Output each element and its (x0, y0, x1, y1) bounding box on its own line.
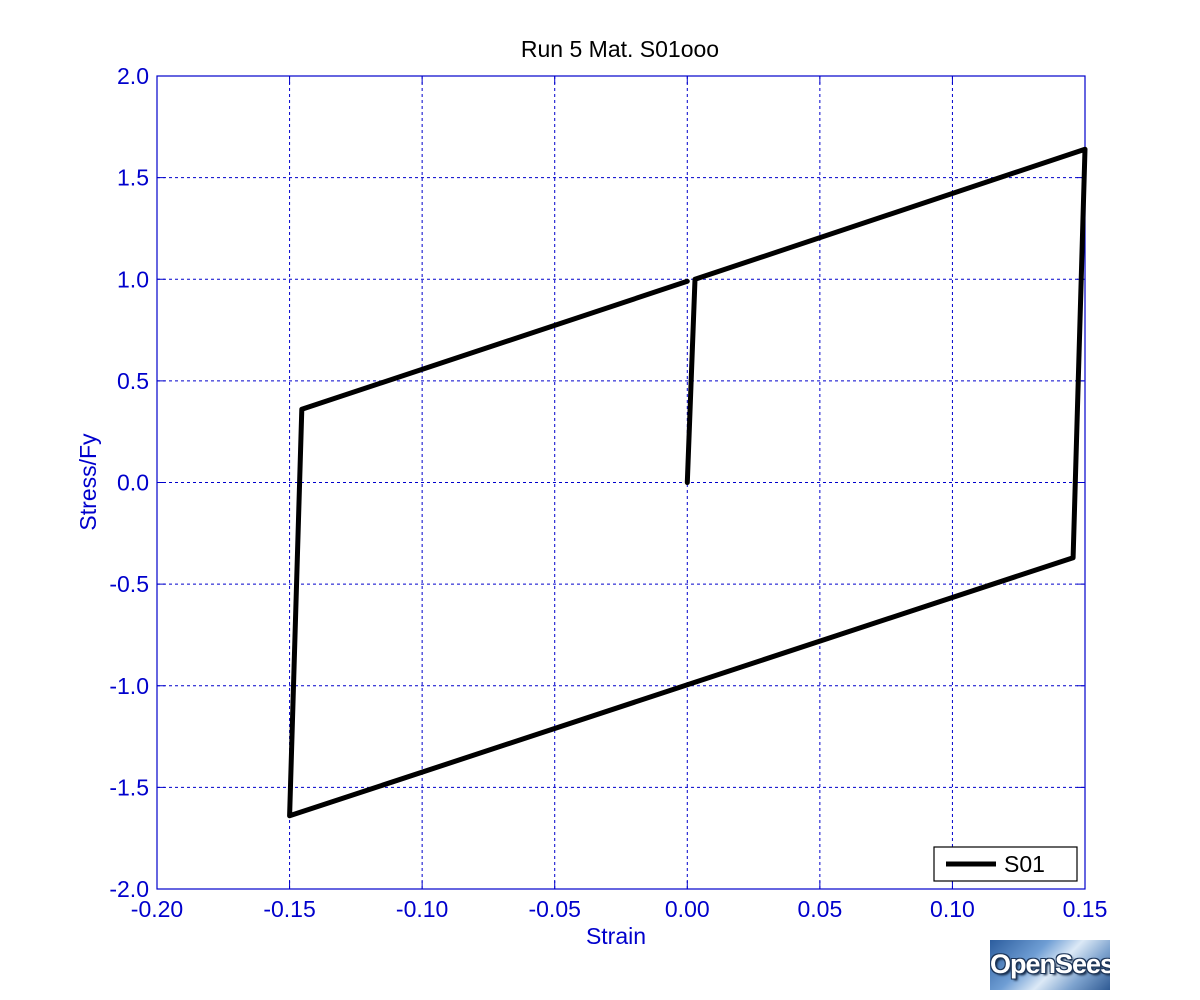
y-tick-label: -1.5 (109, 774, 149, 800)
x-tick-label: -0.20 (131, 896, 183, 922)
grid (157, 76, 1085, 889)
series-layer (287, 146, 1088, 819)
y-tick-label: 1.0 (117, 266, 149, 292)
chart-title: Run 5 Mat. S01ooo (521, 36, 719, 62)
y-tick-label: 0.5 (117, 368, 149, 394)
y-tick-label: -0.5 (109, 571, 149, 597)
y-tick-label: 0.0 (117, 470, 149, 496)
x-tick-label: 0.00 (665, 896, 710, 922)
x-tick-label: -0.15 (263, 896, 315, 922)
y-tick-label: -1.0 (109, 673, 149, 699)
legend: S01 (933, 846, 1078, 882)
legend-entry: S01 (1004, 851, 1045, 877)
y-axis-label: Stress/Fy (75, 433, 101, 531)
series-line-s01 (287, 146, 1088, 819)
logo-text: OpenSees (990, 949, 1110, 979)
axis-ticks: -0.20 -0.15 -0.10 -0.05 0.00 0.05 0.10 0.15 -2.0… (109, 63, 1107, 922)
opensees-logo: OpenSees (990, 940, 1110, 990)
x-tick-label: 0.15 (1063, 896, 1108, 922)
x-tick-label: 0.05 (797, 896, 842, 922)
x-tick-label: -0.10 (396, 896, 448, 922)
x-tick-label: 0.10 (930, 896, 975, 922)
x-tick-label: -0.05 (528, 896, 580, 922)
x-axis-label: Strain (586, 923, 646, 949)
y-tick-label: -2.0 (109, 876, 149, 902)
y-tick-label: 1.5 (117, 165, 149, 191)
y-tick-label: 2.0 (117, 63, 149, 89)
